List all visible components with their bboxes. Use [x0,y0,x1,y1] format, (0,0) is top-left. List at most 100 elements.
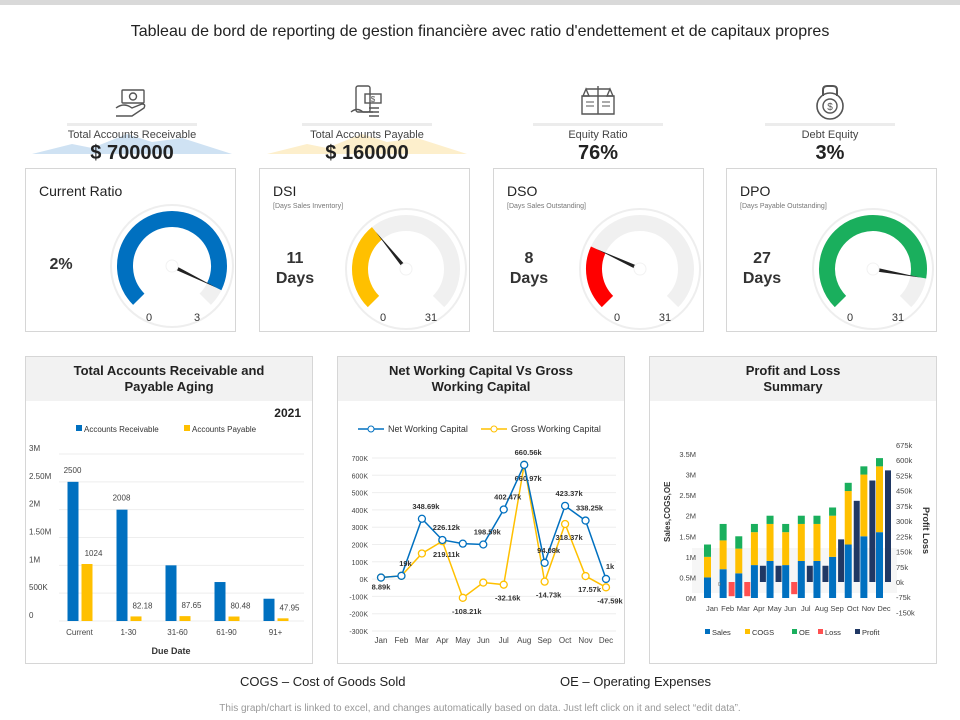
data-point [520,460,529,469]
legend-swatch-0 [76,425,82,431]
data-label: -14.73k [536,591,562,600]
bar-sales [782,565,790,598]
x-tick-label: 91+ [269,628,283,637]
legend-label: Accounts Receivable [84,425,159,434]
nwc-panel-title: Net Working Capital Vs Gross Working Cap… [338,357,624,401]
data-label: 1024 [85,549,103,558]
gauge-value: 11 Days [260,249,330,289]
data-point [601,574,611,584]
gauge-title: DSI [273,183,297,199]
bar-oe [844,482,852,492]
bar-oe [829,507,837,516]
x-tick-label: Sep [538,636,553,645]
oe-legend-note: OE – Operating Expenses [560,674,712,689]
y-axis-title: Sales,COGS,OE [663,481,672,542]
gauge-fill [352,227,383,308]
excel-link-note: This graph/chart is linked to excel, and… [219,703,741,714]
mountain-decoration [267,134,467,154]
data-point [499,580,508,589]
x-tick-label: Oct [559,636,572,645]
data-label: 219.11k [433,550,461,559]
bar-oe [860,466,868,475]
bar-profit [822,565,829,582]
y2-tick-label: 450k [896,487,913,496]
scale-book-icon [581,86,615,115]
gauge-card-dso[interactable]: DSO [Days Sales Outstanding] 8 Days 0 31 [493,168,704,332]
y-tick-label: 3M [686,471,696,480]
gauge-value-unit: Days [742,270,782,287]
bar-sales [813,560,821,598]
legend-label: COGS [752,628,774,637]
top-bar [0,0,960,5]
bar-cogs [750,532,758,566]
series-line-gross-working-capital [380,464,607,600]
data-point [499,505,508,514]
y-tick-label: 300K [352,525,369,532]
bar-cogs [735,548,743,574]
x-tick-label: Nov [578,636,592,645]
gauge: 0 31 [812,208,934,330]
legend-swatch-1 [184,425,190,431]
kpi-value: $ 160000 [325,142,409,164]
bar-profit [838,539,845,582]
profit-loss-chart[interactable]: 0M 0.5M 1M 1.5M 2M 2.5M 3M 3.5M -150k -75k 0k 75k 15… [650,357,938,665]
kpi-equity-ratio: Equity Ratio 76% [483,80,713,166]
x-tick-label: May [455,636,470,645]
data-label: -47.59k [597,596,623,605]
gauge-hub [633,262,647,276]
legend-marker [490,425,498,433]
data-label: 198.59k [474,528,502,537]
gauge-subtitle: [Days Sales Inventory] [273,203,344,210]
data-label: 660.56k [515,448,543,457]
gauge-hub [165,259,179,273]
y2-tick-label: 150k [896,548,913,557]
y2-tick-label: 300k [896,517,913,526]
gauge-title: DPO [740,183,771,199]
bar-oe [735,536,743,549]
legend-swatch-oe [792,629,797,634]
y-tick-label: 1M [29,555,40,564]
data-label: 19k [399,559,412,568]
y-tick-label: 0M [686,594,696,603]
bar-cogs [782,532,790,566]
bar-sales [829,556,837,598]
nwc-panel: Net Working Capital Vs Gross Working Cap… [337,356,625,664]
y2-tick-label: 375k [896,502,913,511]
kpi-label: Debt Equity [801,129,859,141]
data-point [479,578,488,587]
gauge-min-label: 0 [847,312,853,324]
data-point [581,571,590,581]
series-line-net-working-capital [380,462,607,580]
bar-accounts-receivable [263,598,275,621]
bar-oe [797,515,805,524]
y-tick-label: 600K [352,473,369,480]
y2-tick-label: 600k [896,456,913,465]
bar-oe [704,544,711,557]
gauge-card-dsi[interactable]: DSI [Days Sales Inventory] 11 Days 0 31 [259,168,470,332]
data-point [581,516,590,525]
kpi-divider [765,123,895,126]
gauge-card-dpo[interactable]: DPO [Days Payable Outstanding] 27 Days 0 31 [726,168,937,332]
y-tick-label: 1.50M [29,528,52,537]
gauge-needle [596,248,641,271]
aging-bar-chart[interactable]: 2021 Accounts Receivable Accounts Payable 0… [26,357,314,665]
gauge-needle [872,267,921,278]
pl-panel-title: Profit and Loss Summary [650,357,936,401]
x-tick-label: Mar [415,636,429,645]
y-tick-label: 0K [359,577,368,584]
data-label: 2500 [64,466,82,475]
data-point [601,583,611,592]
x-tick-label: May [767,604,781,613]
bar-loss [728,582,735,597]
y-tick-label: 2M [29,500,40,509]
y-tick-label: 0 [29,611,34,620]
bar-accounts-payable [130,616,142,621]
gauge-card-current-ratio[interactable]: Current Ratio 2% 0 3 [25,168,236,332]
bar-cogs [829,515,837,557]
gauge-subtitle: [Days Sales Outstanding] [507,203,586,210]
legend-label: Net Working Capital [388,424,468,434]
x-tick-label: Mar [737,604,750,613]
working-capital-line-chart[interactable]: Net Working Capital Gross Working Capital… [338,357,626,665]
bar-accounts-payable [228,616,240,621]
y-tick-label: -200K [349,612,368,619]
